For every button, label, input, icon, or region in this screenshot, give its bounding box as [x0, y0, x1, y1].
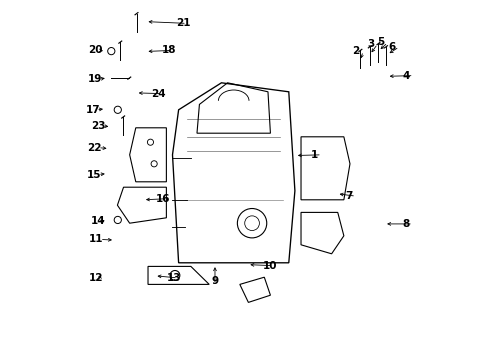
Text: 10: 10: [262, 261, 276, 271]
Text: 3: 3: [366, 39, 373, 49]
Text: 17: 17: [85, 105, 100, 115]
Text: 16: 16: [156, 194, 170, 204]
Text: 8: 8: [401, 219, 408, 229]
Text: 6: 6: [387, 42, 395, 52]
Text: 15: 15: [87, 170, 102, 180]
Text: 21: 21: [176, 18, 190, 28]
Text: 1: 1: [310, 150, 318, 160]
Text: 22: 22: [87, 143, 102, 153]
Text: 9: 9: [211, 276, 218, 286]
Text: 11: 11: [89, 234, 103, 244]
Text: 24: 24: [151, 89, 165, 99]
Text: 2: 2: [352, 46, 359, 56]
Text: 23: 23: [91, 121, 106, 131]
Text: 14: 14: [90, 216, 105, 226]
Text: 19: 19: [88, 74, 102, 84]
Text: 20: 20: [88, 45, 102, 55]
Text: 7: 7: [345, 191, 352, 201]
Text: 5: 5: [376, 37, 384, 48]
Text: 18: 18: [162, 45, 176, 55]
Text: 13: 13: [167, 273, 181, 283]
Text: 12: 12: [89, 273, 103, 283]
Text: 4: 4: [402, 71, 409, 81]
